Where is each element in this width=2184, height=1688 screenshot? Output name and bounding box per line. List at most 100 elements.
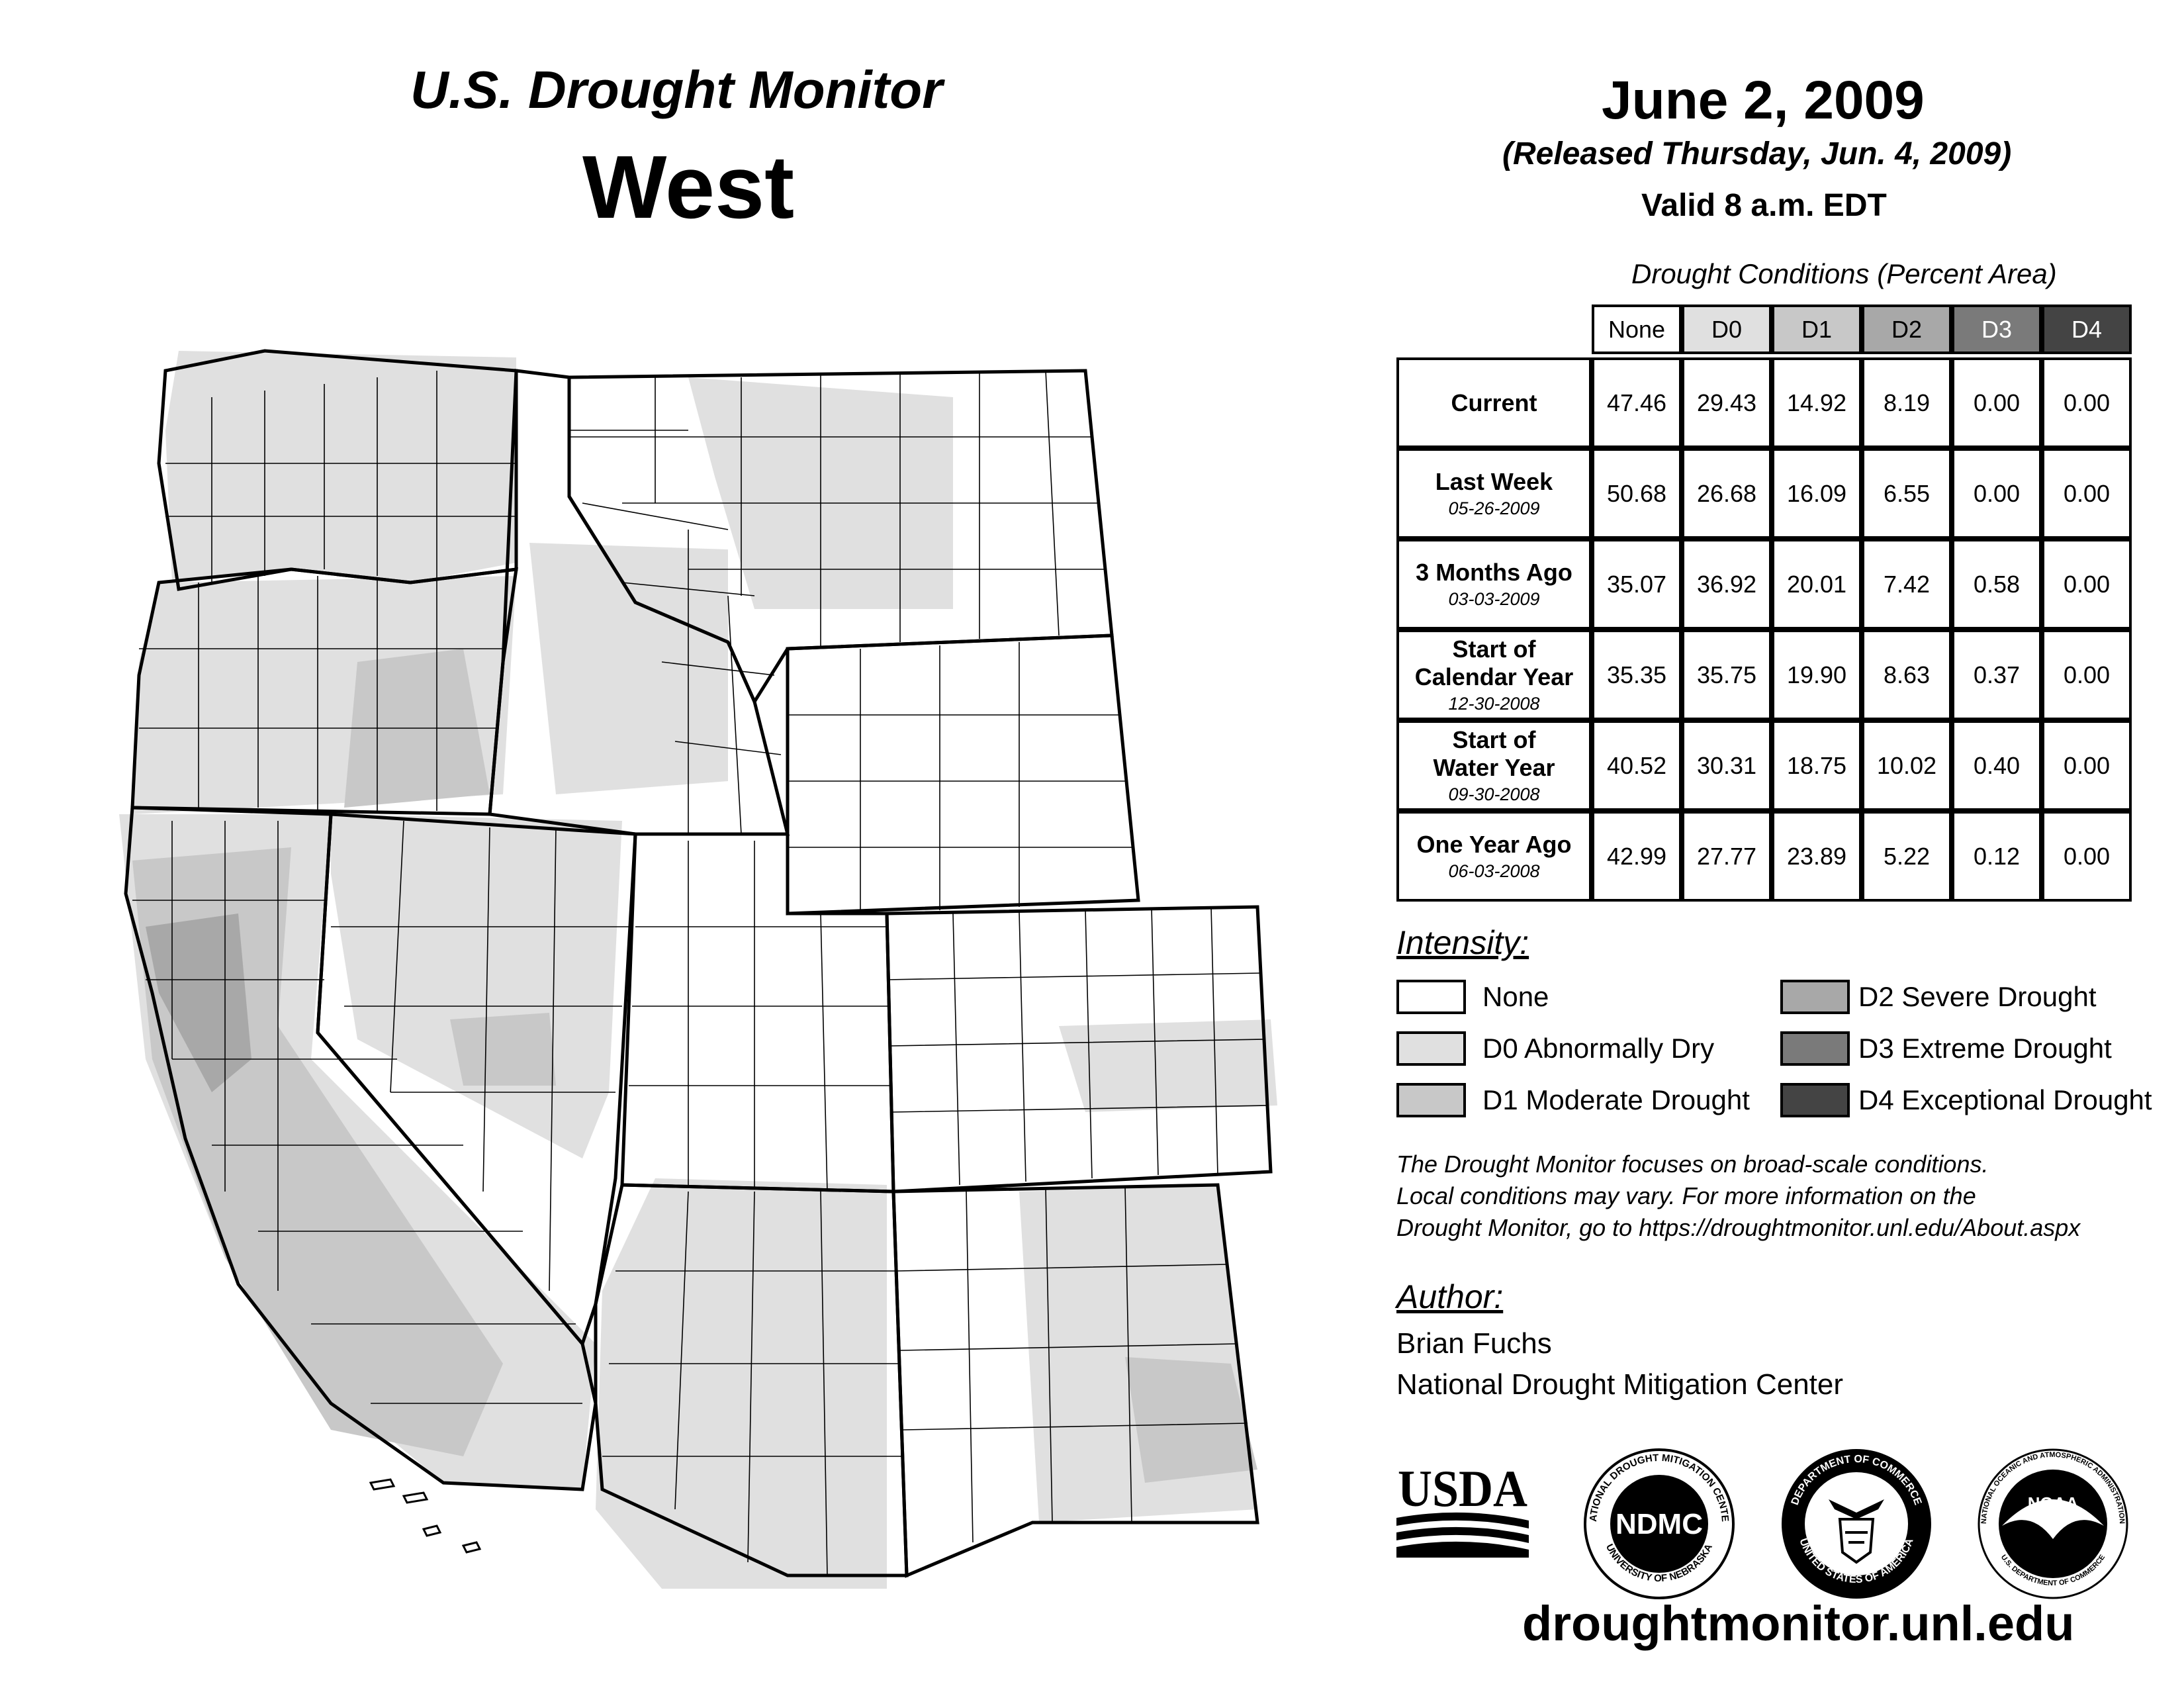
state-new-mexico bbox=[891, 1183, 1259, 1578]
column-header-d3: D3 bbox=[1952, 305, 2042, 354]
region-title: West bbox=[582, 137, 795, 237]
ndmc-logo: NATIONAL DROUGHT MITIGATION CENTER UNIVE… bbox=[1578, 1438, 1737, 1602]
table-cell: 0.37 bbox=[1952, 630, 2042, 720]
drought-shading bbox=[119, 351, 1277, 1589]
table-cell: 30.31 bbox=[1682, 720, 1772, 811]
table-cell: 19.90 bbox=[1772, 630, 1862, 720]
row-label: One Year Ago bbox=[1416, 831, 1572, 858]
table-row-label: 3 Months Ago 03-03-2009 bbox=[1396, 539, 1592, 630]
table-cell: 0.00 bbox=[1952, 448, 2042, 539]
legend-label-d4: D4 Exceptional Drought bbox=[1858, 1084, 2152, 1115]
table-cell: 7.42 bbox=[1862, 539, 1952, 630]
row-label: Start of bbox=[1452, 726, 1536, 753]
table-cell: 5.22 bbox=[1862, 811, 1952, 902]
table-cell: 36.92 bbox=[1682, 539, 1772, 630]
noaa-logo-text: NOAA bbox=[2028, 1493, 2079, 1513]
row-date: 12-30-2008 bbox=[1448, 694, 1540, 714]
author-name: Brian Fuchs bbox=[1396, 1327, 1552, 1360]
legend-title: Intensity: bbox=[1396, 924, 1529, 961]
state-boundaries bbox=[124, 349, 1273, 1578]
column-header-none: None bbox=[1592, 305, 1682, 354]
legend-swatch-d3 bbox=[1780, 1031, 1850, 1066]
table-cell: 0.00 bbox=[2042, 811, 2132, 902]
table-cell: 0.00 bbox=[2042, 357, 2132, 448]
table-cell: 18.75 bbox=[1772, 720, 1862, 811]
valid-time: Valid 8 a.m. EDT bbox=[1641, 188, 1887, 223]
usda-logo-text: USDA bbox=[1398, 1460, 1527, 1517]
noaa-logo: NATIONAL OCEANIC AND ATMOSPHERIC ADMINIS… bbox=[1976, 1446, 2131, 1602]
channel-islands bbox=[369, 1478, 482, 1554]
state-montana bbox=[567, 369, 1114, 706]
table-cell: 0.00 bbox=[2042, 539, 2132, 630]
legend-label-d1: D1 Moderate Drought bbox=[1482, 1084, 1750, 1115]
note-line: Local conditions may vary. For more info… bbox=[1396, 1182, 1976, 1209]
state-wyoming bbox=[786, 633, 1140, 915]
table-cell: 0.40 bbox=[1952, 720, 2042, 811]
table-cell: 0.00 bbox=[2042, 448, 2132, 539]
author-title: Author: bbox=[1396, 1278, 1504, 1315]
table-cell: 8.19 bbox=[1862, 357, 1952, 448]
county-lines bbox=[132, 370, 1268, 1576]
table-cell: 0.00 bbox=[2042, 720, 2132, 811]
legend-swatch-d4 bbox=[1780, 1083, 1850, 1117]
state-colorado bbox=[885, 905, 1273, 1194]
table-cell: 0.00 bbox=[1952, 357, 2042, 448]
department-of-commerce-seal: DEPARTMENT OF COMMERCE UNITED STATES OF … bbox=[1779, 1446, 1934, 1602]
legend-swatch-d1 bbox=[1396, 1083, 1466, 1117]
table-row-label: Current bbox=[1396, 357, 1592, 448]
table-cell: 35.75 bbox=[1682, 630, 1772, 720]
legend-label-d0: D0 Abnormally Dry bbox=[1482, 1033, 1715, 1064]
note-line: The Drought Monitor focuses on broad-sca… bbox=[1396, 1150, 1989, 1178]
table-caption: Drought Conditions (Percent Area) bbox=[1631, 258, 2057, 289]
table-cell: 0.58 bbox=[1952, 539, 2042, 630]
ndmc-logo-text: NDMC bbox=[1615, 1508, 1703, 1540]
drought-map bbox=[119, 349, 1277, 1589]
legend-swatch-d0 bbox=[1396, 1031, 1466, 1066]
legend-swatch-d2 bbox=[1780, 980, 1850, 1014]
table-cell: 47.46 bbox=[1592, 357, 1682, 448]
table-cell: 26.68 bbox=[1682, 448, 1772, 539]
table-cell: 10.02 bbox=[1862, 720, 1952, 811]
row-date: 09-30-2008 bbox=[1448, 784, 1540, 804]
table-row-label: Last Week 05-26-2009 bbox=[1396, 448, 1592, 539]
note-line: Drought Monitor, go to https://droughtmo… bbox=[1396, 1214, 2081, 1241]
author-organization: National Drought Mitigation Center bbox=[1396, 1368, 1844, 1401]
table-cell: 35.35 bbox=[1592, 630, 1682, 720]
table-cell: 20.01 bbox=[1772, 539, 1862, 630]
column-header-d0: D0 bbox=[1682, 305, 1772, 354]
table-cell: 6.55 bbox=[1862, 448, 1952, 539]
table-row-label: One Year Ago 06-03-2008 bbox=[1396, 811, 1592, 902]
state-utah bbox=[620, 832, 895, 1194]
column-header-d2: D2 bbox=[1862, 305, 1952, 354]
release-date: (Released Thursday, Jun. 4, 2009) bbox=[1502, 136, 2012, 171]
table-cell: 23.89 bbox=[1772, 811, 1862, 902]
map-date: June 2, 2009 bbox=[1602, 70, 1925, 130]
row-date: 03-03-2009 bbox=[1448, 589, 1540, 609]
table-cell: 42.99 bbox=[1592, 811, 1682, 902]
row-date: 05-26-2009 bbox=[1448, 498, 1540, 518]
row-label: Start of bbox=[1452, 635, 1536, 663]
legend-swatch-none bbox=[1396, 980, 1466, 1014]
legend-label-d2: D2 Severe Drought bbox=[1858, 981, 2097, 1012]
table-cell: 8.63 bbox=[1862, 630, 1952, 720]
row-label-line2: Water Year bbox=[1433, 754, 1555, 781]
row-label: 3 Months Ago bbox=[1416, 559, 1572, 586]
table-cell: 50.68 bbox=[1592, 448, 1682, 539]
table-cell: 35.07 bbox=[1592, 539, 1682, 630]
table-cell: 40.52 bbox=[1592, 720, 1682, 811]
disclaimer-note: The Drought Monitor focuses on broad-sca… bbox=[1396, 1149, 2080, 1244]
table-cell: 14.92 bbox=[1772, 357, 1862, 448]
usda-logo: USDA bbox=[1396, 1460, 1529, 1559]
legend-label-none: None bbox=[1482, 981, 1549, 1012]
column-header-d1: D1 bbox=[1772, 305, 1862, 354]
row-label-line2: Calendar Year bbox=[1414, 663, 1574, 690]
table-row-label: Start of Calendar Year 12-30-2008 bbox=[1396, 630, 1592, 720]
website-url[interactable]: droughtmonitor.unl.edu bbox=[1522, 1596, 2075, 1651]
table-cell: 0.00 bbox=[2042, 630, 2132, 720]
table-cell: 16.09 bbox=[1772, 448, 1862, 539]
table-cell: 27.77 bbox=[1682, 811, 1772, 902]
row-date: 06-03-2008 bbox=[1448, 861, 1540, 881]
map-title: U.S. Drought Monitor bbox=[410, 60, 943, 119]
table-row-label: Start of Water Year 09-30-2008 bbox=[1396, 720, 1592, 811]
column-header-d4: D4 bbox=[2042, 305, 2132, 354]
